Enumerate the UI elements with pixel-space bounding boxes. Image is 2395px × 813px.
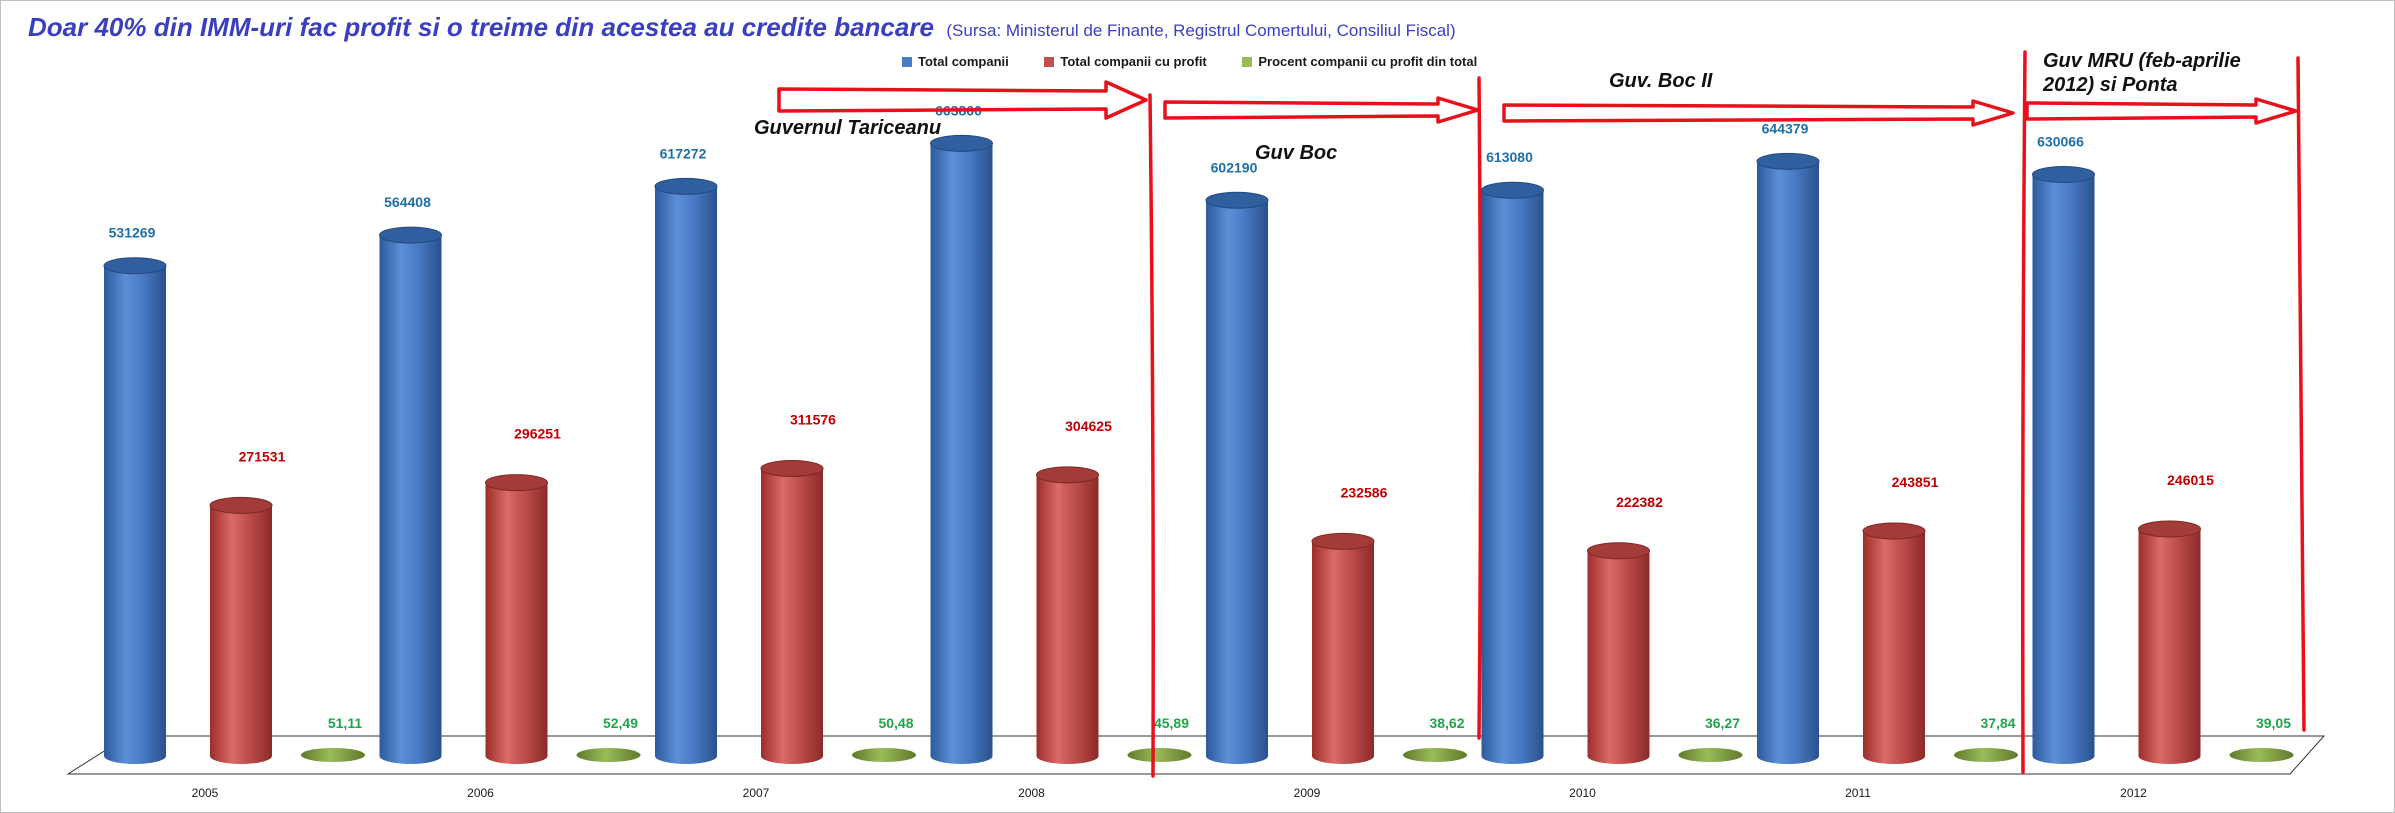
data-label-procent: 51,11 (328, 715, 362, 731)
bar-procent-companii (576, 748, 641, 762)
data-label-total-companii: 564408 (384, 194, 431, 210)
x-tick-label: 2012 (2120, 786, 2147, 800)
chart-subtitle: (Sursa: Ministerul de Finante, Registrul… (946, 21, 1456, 40)
legend-item-total-companii: Total companii (902, 54, 1009, 69)
bar-total-companii (1756, 152, 1820, 764)
data-label-total-companii: 630066 (2037, 134, 2084, 150)
period-separator-line (2296, 56, 2306, 732)
bar-total-companii (2032, 166, 2095, 764)
x-tick-label: 2009 (1294, 786, 1321, 800)
bar-procent-companii (1678, 748, 1743, 762)
x-tick-label: 2008 (1018, 786, 1045, 800)
period-separator-line (1477, 76, 1483, 740)
bar-total-companii-cu-profit (209, 496, 273, 764)
bar-total-companii (103, 257, 167, 764)
period-label-mru-ponta-line1: Guv MRU (feb-aprilie (2043, 50, 2241, 72)
bar-total-companii (1481, 181, 1544, 764)
legend-item-procent: Procent companii cu profit din total (1242, 54, 1477, 69)
bar-total-companii-cu-profit (1587, 542, 1650, 764)
chart-title: Doar 40% din IMM-uri fac profit si o tre… (28, 12, 934, 42)
x-tick-label: 2007 (743, 786, 770, 800)
data-label-total-companii-cu-profit: 243851 (1892, 474, 1939, 490)
bar-procent-companii (1127, 748, 1192, 762)
bar-total-companii (379, 226, 442, 764)
period-arrow-boc-ii (1502, 99, 2015, 127)
legend-swatch-blue (902, 56, 912, 67)
legend-item-total-companii-cu-profit: Total companii cu profit (1044, 54, 1207, 69)
data-label-total-companii-cu-profit: 271531 (239, 448, 286, 464)
legend-swatch-red (1044, 56, 1055, 67)
data-label-total-companii: 644379 (1762, 120, 1809, 136)
bar-procent-companii (301, 748, 365, 762)
x-tick-label: 2011 (1845, 786, 1871, 800)
x-tick-label: 2005 (192, 786, 219, 800)
data-label-procent: 38,62 (1429, 715, 1464, 731)
x-tick-label: 2010 (1569, 786, 1596, 800)
legend-label: Total companii cu profit (1060, 54, 1207, 69)
data-label-procent: 45,89 (1154, 715, 1189, 731)
data-label-total-companii-cu-profit: 304625 (1065, 418, 1112, 434)
bar-total-companii-cu-profit (485, 474, 548, 764)
period-label-boc: Guv Boc (1255, 142, 1337, 164)
bar-total-companii-cu-profit (1036, 466, 1099, 764)
period-arrow-mru-ponta (2025, 97, 2298, 125)
period-arrow-tariceanu (777, 80, 1148, 120)
bar-total-companii-cu-profit (1862, 522, 1926, 764)
data-label-total-companii-cu-profit: 222382 (1616, 494, 1663, 510)
period-arrow-boc (1163, 96, 1480, 124)
legend: Total companii Total companii cu profit … (902, 54, 1509, 70)
data-label-procent: 52,49 (603, 715, 638, 731)
bar-procent-companii (2229, 748, 2294, 762)
data-label-procent: 37,84 (1980, 715, 2015, 731)
data-label-procent: 36,27 (1705, 715, 1740, 731)
data-label-total-companii: 617272 (660, 145, 707, 161)
period-label-tariceanu: Guvernul Tariceanu (754, 117, 941, 139)
data-label-total-companii: 602190 (1211, 159, 1258, 175)
bar-total-companii (654, 177, 718, 764)
bar-total-companii (1205, 191, 1269, 764)
title-row: Doar 40% din IMM-uri fac profit si o tre… (28, 12, 1456, 43)
bar-total-companii-cu-profit (2138, 520, 2201, 764)
data-label-total-companii-cu-profit: 296251 (514, 426, 561, 442)
bar-total-companii (930, 134, 993, 764)
period-separator-line (1148, 93, 1155, 778)
x-tick-label: 2006 (467, 786, 494, 800)
data-label-total-companii-cu-profit: 232586 (1341, 484, 1388, 500)
bar-procent-companii (1403, 748, 1467, 762)
legend-label: Procent companii cu profit din total (1258, 54, 1478, 69)
period-separator-line (2021, 50, 2027, 774)
data-label-procent: 39,05 (2256, 715, 2291, 731)
period-label-boc-ii: Guv. Boc II (1609, 70, 1713, 92)
bar-total-companii-cu-profit (760, 459, 824, 764)
bar-procent-companii (1954, 748, 2018, 762)
data-label-total-companii-cu-profit: 311576 (790, 411, 836, 427)
data-label-total-companii-cu-profit: 246015 (2167, 472, 2214, 488)
bar-procent-companii (852, 748, 916, 762)
bar-total-companii-cu-profit (1311, 532, 1375, 764)
legend-label: Total companii (918, 54, 1009, 69)
data-label-total-companii: 531269 (109, 225, 156, 241)
data-label-procent: 50,48 (878, 715, 913, 731)
legend-swatch-green (1242, 56, 1253, 67)
data-label-total-companii: 613080 (1486, 149, 1533, 165)
period-label-mru-ponta-line2: 2012) si Ponta (2042, 74, 2178, 96)
